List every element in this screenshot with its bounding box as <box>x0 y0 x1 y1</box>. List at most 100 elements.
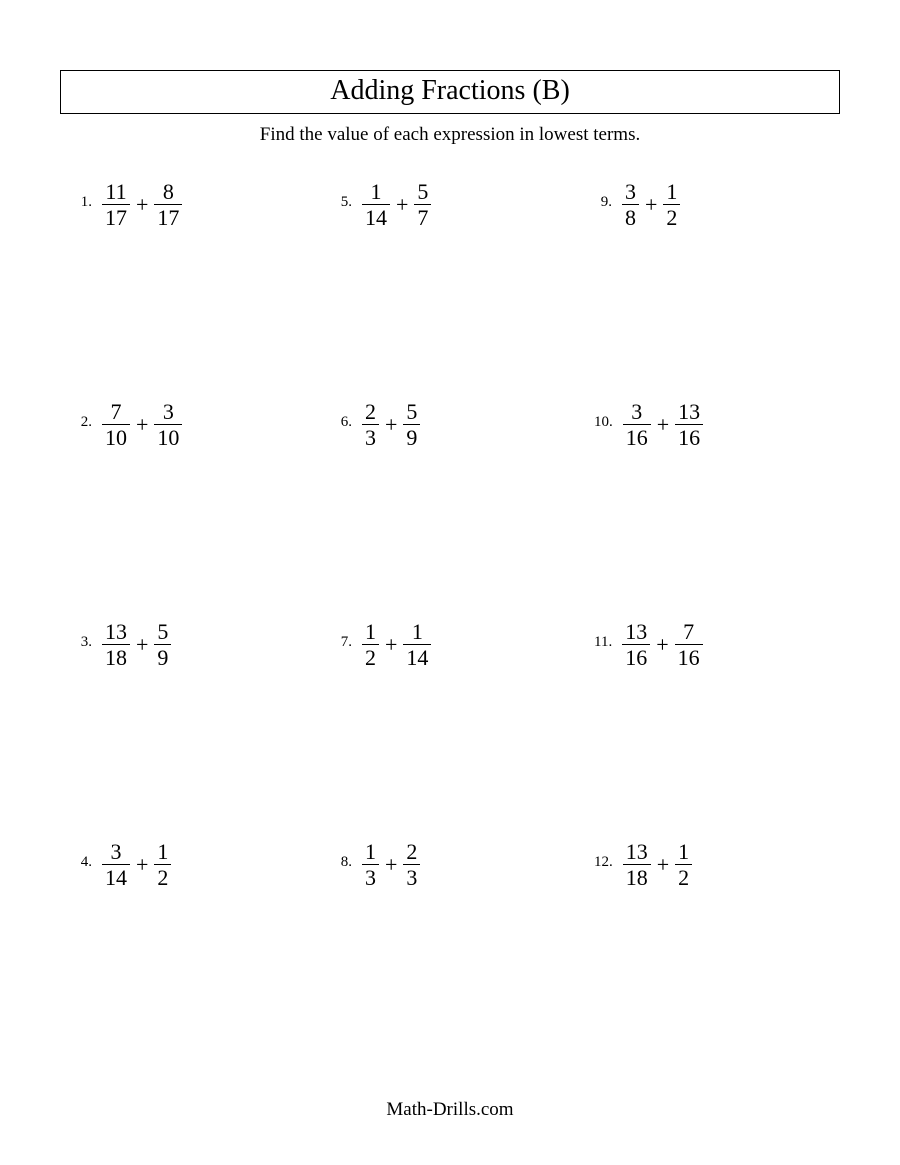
expression: 13 18 + 1 2 <box>623 840 692 889</box>
fraction-b: 7 16 <box>675 620 703 669</box>
expression: 3 14 + 1 2 <box>102 840 171 889</box>
problem-number: 5. <box>334 180 352 211</box>
numerator: 5 <box>154 620 171 644</box>
plus-operator: + <box>130 852 154 878</box>
numerator: 1 <box>368 180 385 204</box>
numerator: 3 <box>160 400 177 424</box>
problem: 11. 13 16 + 7 16 <box>580 614 840 834</box>
denominator: 7 <box>414 204 431 229</box>
denominator: 16 <box>675 644 703 669</box>
fraction-a: 13 18 <box>623 840 651 889</box>
problem-number: 7. <box>334 620 352 651</box>
fraction-b: 8 17 <box>154 180 182 229</box>
plus-operator: + <box>379 852 403 878</box>
denominator: 3 <box>362 864 379 889</box>
numerator: 1 <box>362 620 379 644</box>
denominator: 10 <box>154 424 182 449</box>
fraction-a: 2 3 <box>362 400 379 449</box>
instructions-text: Find the value of each expression in low… <box>60 124 840 146</box>
fraction-a: 3 16 <box>623 400 651 449</box>
problem: 3. 13 18 + 5 9 <box>60 614 320 834</box>
numerator: 5 <box>414 180 431 204</box>
plus-operator: + <box>650 632 674 658</box>
problem: 4. 3 14 + 1 2 <box>60 834 320 1054</box>
problem: 2. 7 10 + 3 10 <box>60 394 320 614</box>
fraction-a: 13 18 <box>102 620 130 669</box>
numerator: 2 <box>403 840 420 864</box>
numerator: 7 <box>108 400 125 424</box>
fraction-a: 13 16 <box>622 620 650 669</box>
denominator: 10 <box>102 424 130 449</box>
fraction-b: 1 2 <box>663 180 680 229</box>
plus-operator: + <box>130 192 154 218</box>
problem: 1. 11 17 + 8 17 <box>60 174 320 394</box>
problem-number: 3. <box>74 620 92 651</box>
expression: 1 2 + 1 14 <box>362 620 431 669</box>
problem: 6. 2 3 + 5 9 <box>320 394 580 614</box>
fraction-b: 1 2 <box>675 840 692 889</box>
fraction-b: 5 7 <box>414 180 431 229</box>
numerator: 13 <box>675 400 703 424</box>
plus-operator: + <box>651 412 675 438</box>
problem: 8. 1 3 + 2 3 <box>320 834 580 1054</box>
denominator: 2 <box>663 204 680 229</box>
denominator: 18 <box>102 644 130 669</box>
numerator: 3 <box>108 840 125 864</box>
expression: 7 10 + 3 10 <box>102 400 182 449</box>
expression: 1 3 + 2 3 <box>362 840 420 889</box>
page-title: Adding Fractions (B) <box>61 75 839 107</box>
fraction-b: 5 9 <box>154 620 171 669</box>
fraction-a: 3 8 <box>622 180 639 229</box>
expression: 2 3 + 5 9 <box>362 400 420 449</box>
denominator: 17 <box>154 204 182 229</box>
problem: 5. 1 14 + 5 7 <box>320 174 580 394</box>
numerator: 13 <box>102 620 130 644</box>
denominator: 9 <box>154 644 171 669</box>
problem: 7. 1 2 + 1 14 <box>320 614 580 834</box>
problem-number: 1. <box>74 180 92 211</box>
expression: 11 17 + 8 17 <box>102 180 182 229</box>
numerator: 1 <box>663 180 680 204</box>
fraction-a: 7 10 <box>102 400 130 449</box>
numerator: 13 <box>623 840 651 864</box>
denominator: 16 <box>623 424 651 449</box>
expression: 1 14 + 5 7 <box>362 180 431 229</box>
numerator: 2 <box>362 400 379 424</box>
problem: 12. 13 18 + 1 2 <box>580 834 840 1054</box>
denominator: 3 <box>403 864 420 889</box>
denominator: 14 <box>102 864 130 889</box>
fraction-b: 1 14 <box>403 620 431 669</box>
problem: 10. 3 16 + 13 16 <box>580 394 840 614</box>
denominator: 18 <box>623 864 651 889</box>
denominator: 9 <box>403 424 420 449</box>
problem-number: 12. <box>594 840 613 871</box>
fraction-b: 5 9 <box>403 400 420 449</box>
expression: 13 16 + 7 16 <box>622 620 702 669</box>
denominator: 14 <box>403 644 431 669</box>
plus-operator: + <box>379 412 403 438</box>
denominator: 2 <box>154 864 171 889</box>
numerator: 11 <box>102 180 129 204</box>
denominator: 3 <box>362 424 379 449</box>
fraction-a: 3 14 <box>102 840 130 889</box>
fraction-a: 1 2 <box>362 620 379 669</box>
expression: 3 16 + 13 16 <box>623 400 703 449</box>
plus-operator: + <box>130 412 154 438</box>
worksheet-page: Adding Fractions (B) Find the value of e… <box>0 0 900 1165</box>
fraction-b: 1 2 <box>154 840 171 889</box>
problem-number: 6. <box>334 400 352 431</box>
numerator: 3 <box>622 180 639 204</box>
plus-operator: + <box>639 192 663 218</box>
numerator: 1 <box>675 840 692 864</box>
plus-operator: + <box>379 632 403 658</box>
fraction-b: 13 16 <box>675 400 703 449</box>
problem-number: 9. <box>594 180 612 211</box>
plus-operator: + <box>651 852 675 878</box>
denominator: 8 <box>622 204 639 229</box>
numerator: 5 <box>403 400 420 424</box>
plus-operator: + <box>130 632 154 658</box>
fraction-b: 3 10 <box>154 400 182 449</box>
problem-number: 11. <box>594 620 612 651</box>
problem-number: 8. <box>334 840 352 871</box>
expression: 3 8 + 1 2 <box>622 180 680 229</box>
